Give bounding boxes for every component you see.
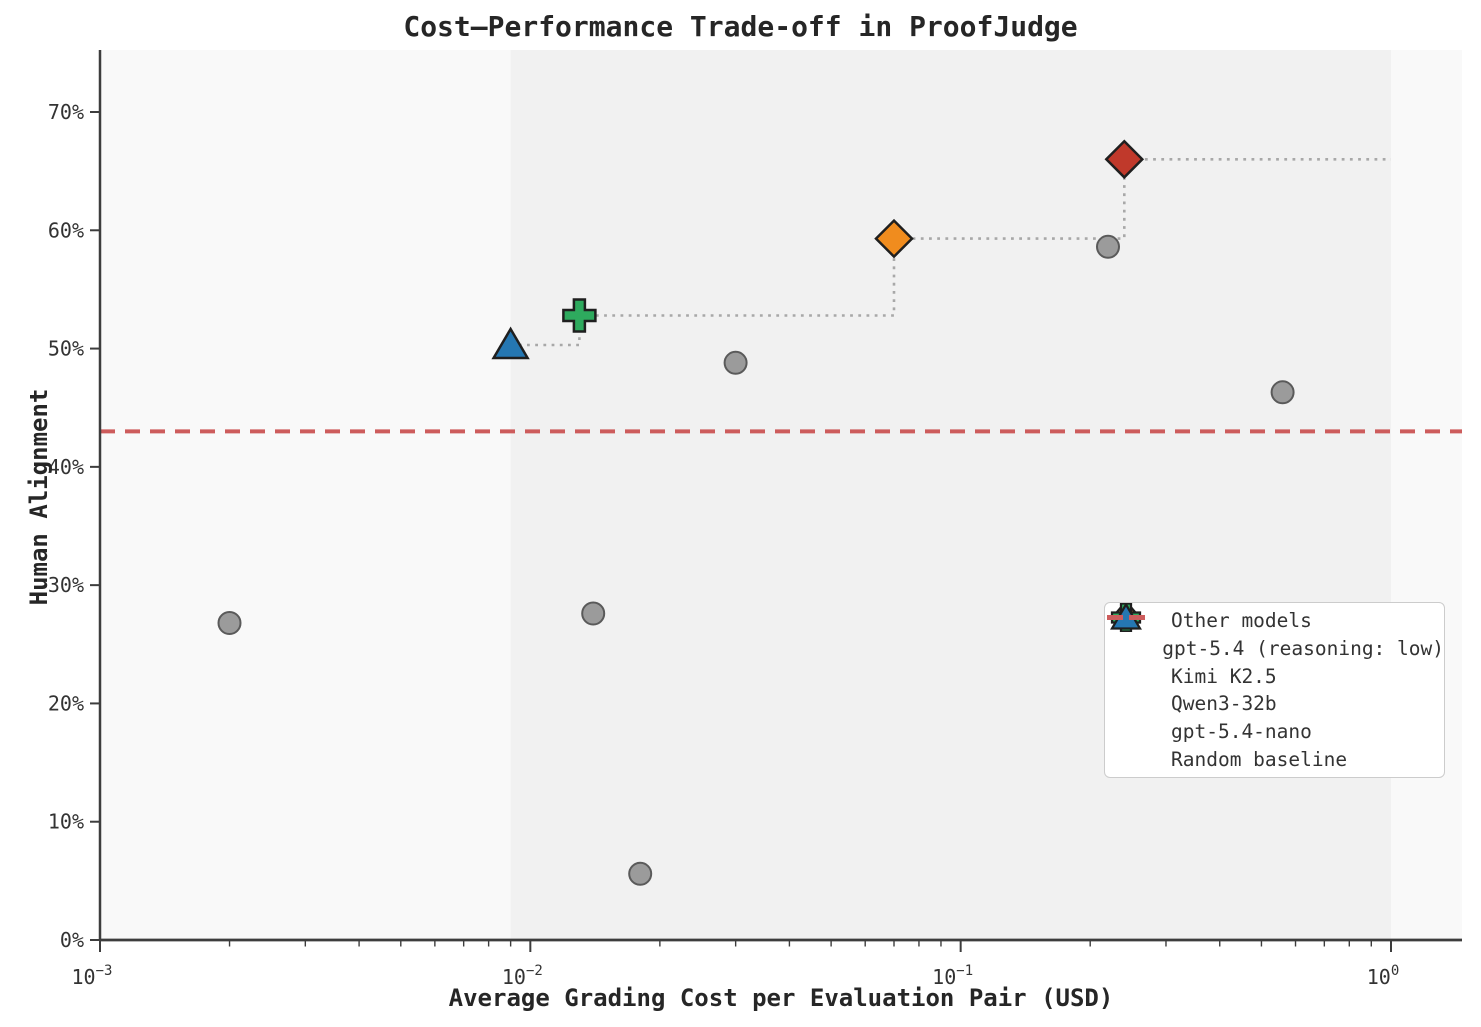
- data-point-kimi-k2.5: [874, 218, 914, 259]
- data-point-other-models: [1270, 380, 1295, 405]
- data-point-other-models: [723, 350, 748, 375]
- legend-item-gpt-5.4-reasoning-low-: gpt-5.4 (reasoning: low): [1105, 603, 1444, 663]
- pareto-dominated-region: [510, 50, 1391, 940]
- plus-legend-icon: [1110, 603, 1159, 718]
- data-point-other-models: [217, 611, 242, 635]
- data-point-other-models: [628, 861, 653, 886]
- data-point-qwen3-32b: [562, 298, 597, 333]
- x-tick-label: 10−3: [72, 963, 113, 989]
- y-tick-label: 0%: [60, 928, 84, 952]
- x-axis-label: Average Grading Cost per Evaluation Pair…: [448, 984, 1114, 1012]
- legend-item-other-models: Other models: [1105, 606, 1444, 634]
- diamond-legend-icon: [1111, 603, 1159, 691]
- y-axis-label: Human Alignment: [25, 388, 53, 606]
- legend-label: Kimi K2.5: [1171, 664, 1277, 688]
- x-tick-label: 10−1: [932, 963, 973, 989]
- dashes-legend-icon: [1107, 615, 1159, 774]
- y-tick-label: 40%: [48, 455, 84, 479]
- y-tick-label: 60%: [48, 218, 84, 242]
- data-point-gpt-5.4-nano: [491, 326, 530, 360]
- legend: Other models gpt-5.4 (reasoning: low) Kimi…: [1104, 602, 1445, 778]
- triangle-legend-icon: [1110, 603, 1159, 746]
- y-tick-label: 50%: [48, 337, 84, 361]
- y-tick-label: 30%: [48, 573, 84, 597]
- data-point-other-models: [581, 601, 606, 626]
- pareto-frontier-line: [510, 158, 1391, 347]
- x-tick-label: 100: [1367, 963, 1400, 989]
- y-tick-label: 10%: [48, 810, 84, 834]
- legend-item-kimi-k2.5: Kimi K2.5: [1105, 603, 1444, 691]
- y-tick-label: 20%: [48, 691, 84, 715]
- legend-item-qwen3-32b: Qwen3-32b: [1105, 603, 1444, 718]
- data-point-gpt-5.4-reasoning-low-: [1104, 139, 1145, 180]
- diamond-legend-icon: [1111, 603, 1150, 663]
- legend-label: gpt-5.4-nano: [1171, 720, 1312, 744]
- legend-label: Random baseline: [1171, 748, 1348, 772]
- legend-label: gpt-5.4 (reasoning: low): [1162, 636, 1444, 660]
- legend-label: Other models: [1171, 608, 1312, 632]
- legend-item-random-baseline: Random baseline: [1105, 615, 1444, 774]
- chart-title: Cost—Performance Trade-off in ProofJudge: [403, 10, 1078, 43]
- legend-item-gpt-5.4-nano: gpt-5.4-nano: [1105, 603, 1444, 746]
- legend-label: Qwen3-32b: [1171, 692, 1277, 716]
- x-tick-label: 10−2: [502, 963, 543, 989]
- data-point-other-models: [1096, 234, 1120, 259]
- y-tick-label: 70%: [48, 100, 84, 124]
